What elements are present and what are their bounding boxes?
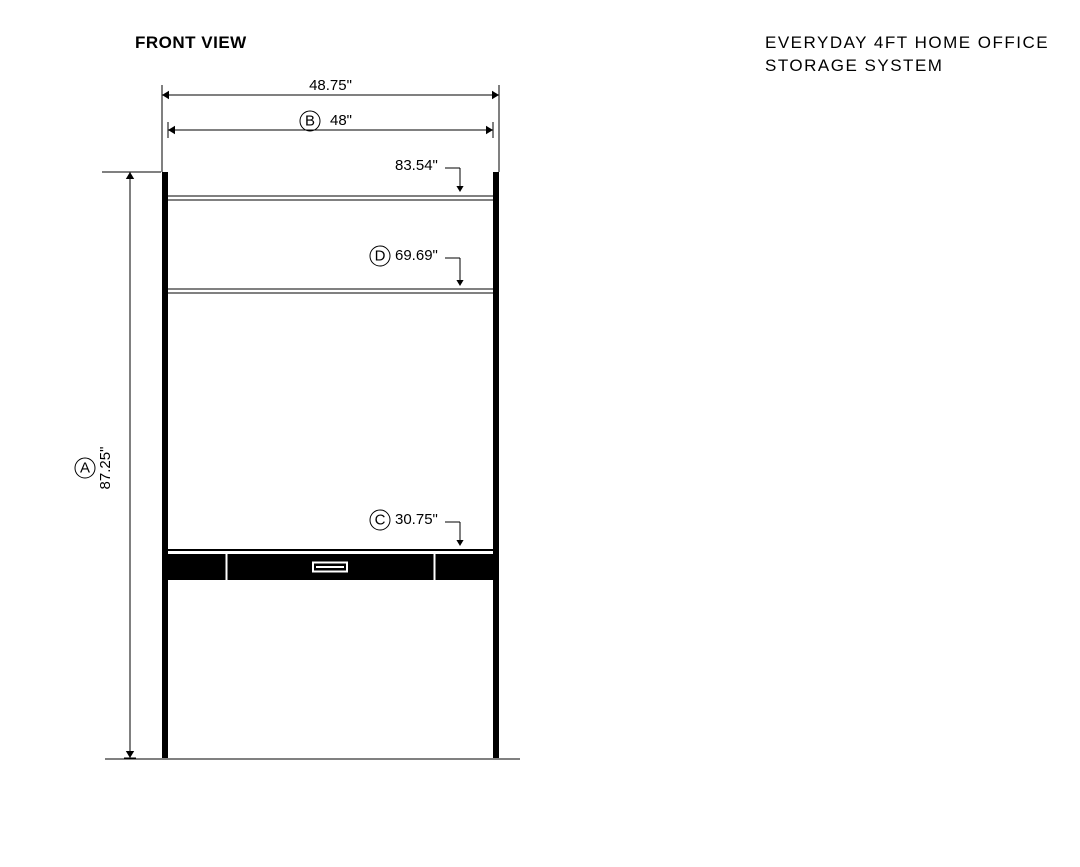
svg-text:69.69": 69.69"	[395, 247, 438, 264]
svg-text:A: A	[80, 460, 90, 477]
svg-text:D: D	[375, 248, 386, 265]
svg-text:87.25": 87.25"	[97, 447, 114, 490]
svg-text:B: B	[305, 113, 315, 130]
diagram-container: FRONT VIEW EVERYDAY 4FT HOME OFFICE STOR…	[0, 0, 1080, 867]
svg-text:30.75": 30.75"	[395, 511, 438, 528]
technical-drawing: 48.75" B 48" A 87.25" 83.54" D 69.69" C 30.75"	[0, 0, 1080, 867]
svg-text:C: C	[375, 512, 386, 529]
svg-text:48": 48"	[330, 112, 352, 129]
svg-text:83.54": 83.54"	[395, 157, 438, 174]
svg-text:48.75": 48.75"	[309, 77, 352, 94]
